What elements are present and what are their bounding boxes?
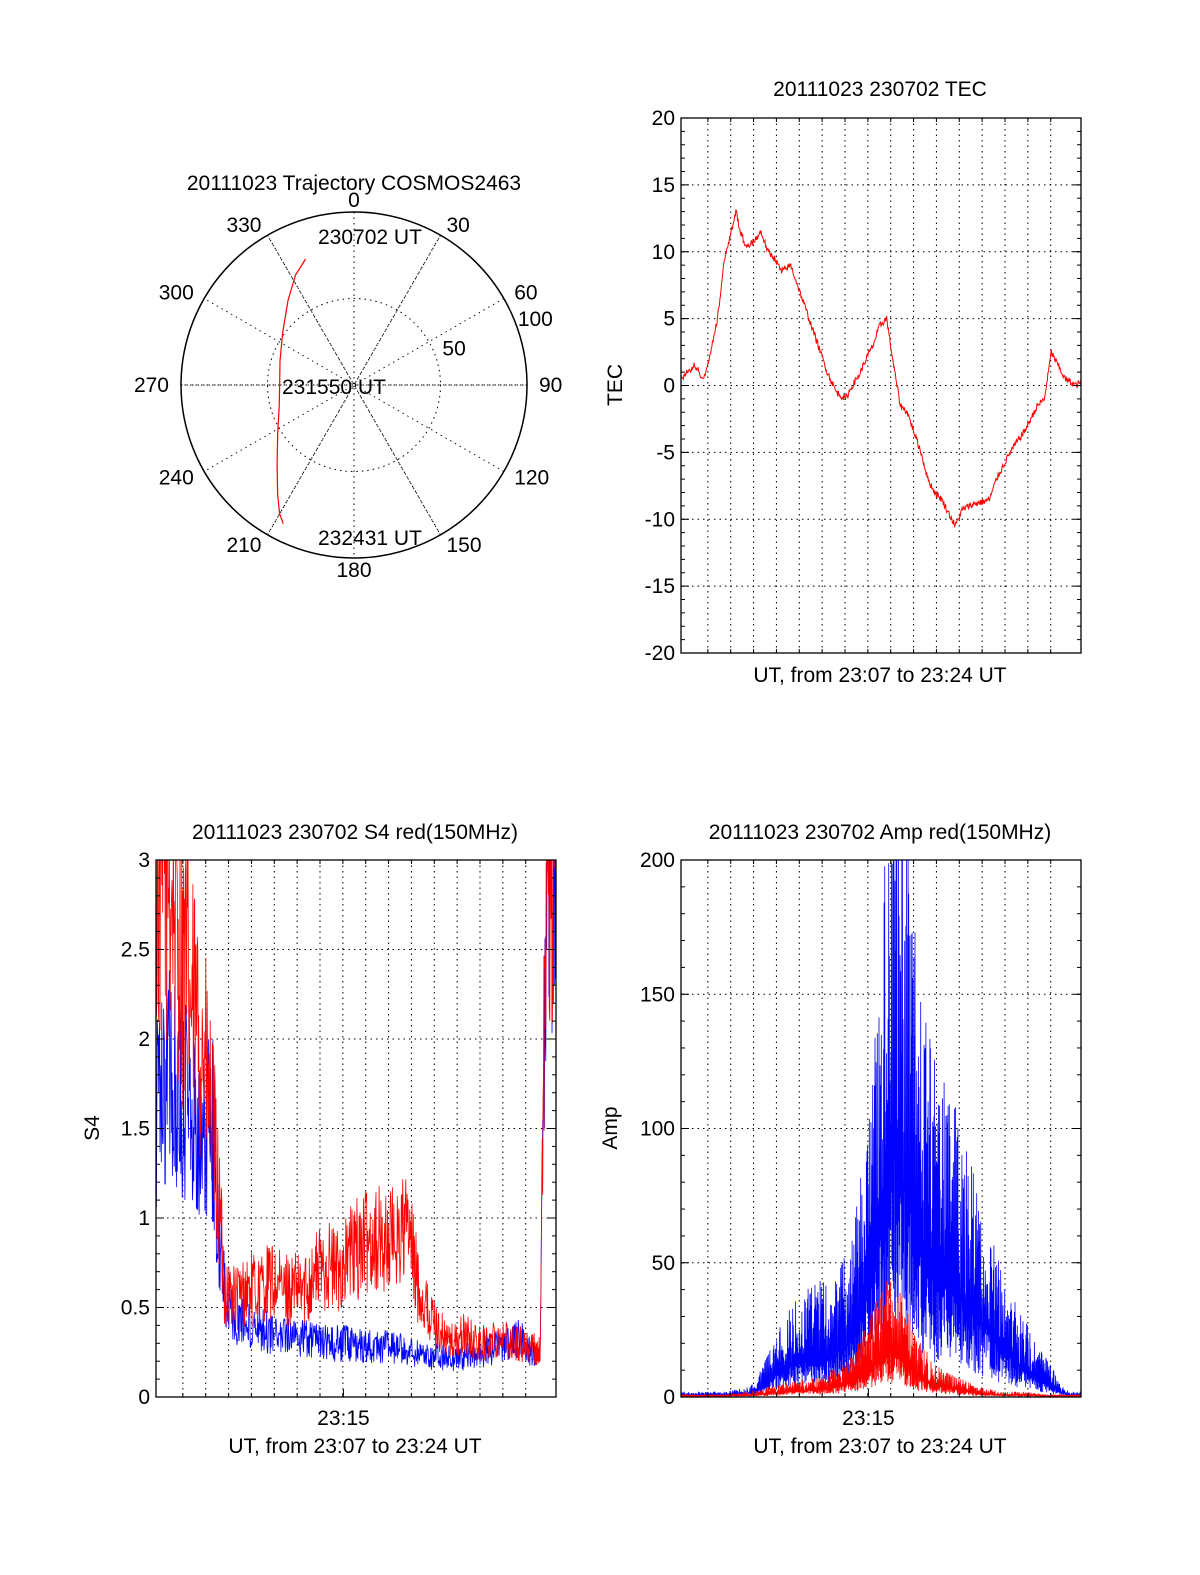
tec-plot: 20111023 230702 TEC UT, from 23:07 to 23… bbox=[604, 78, 1082, 687]
ytick-label: 100 bbox=[640, 1118, 675, 1141]
annotation-end-time: 232431 UT bbox=[318, 527, 422, 550]
tec-body-series bbox=[681, 209, 1081, 529]
ytick-label: 0 bbox=[138, 1386, 150, 1409]
amp-xlabel: UT, from 23:07 to 23:24 UT bbox=[753, 1435, 1006, 1458]
amp-body-yticks: 0 50 100 150 200 23:15 bbox=[640, 849, 1081, 1430]
amp-body-series bbox=[681, 860, 1081, 1397]
amp-body-grid bbox=[681, 860, 1081, 1397]
amp-axes: 0 50 100 150 200 23:15 bbox=[640, 849, 1082, 1430]
ytick-label: 0 bbox=[663, 375, 675, 398]
ytick-label: 3 bbox=[138, 849, 150, 872]
polar-angle-label: 180 bbox=[336, 559, 371, 582]
tec-body-yticks: -20 -15 -10 -5 0 5 10 15 20 bbox=[645, 107, 1081, 665]
polar-trajectory-plot: 20111023 Trajectory COSMOS2463 0 30 60 90 12… bbox=[134, 172, 562, 582]
polar-angle-label: 240 bbox=[159, 467, 194, 490]
ytick-label: 1 bbox=[138, 1207, 150, 1230]
ytick-label: 10 bbox=[652, 241, 675, 264]
polar-angle-label: 0 bbox=[348, 189, 360, 212]
s4-body-yticks: 0 0.5 1 1.5 2 2.5 3 23:15 bbox=[121, 849, 556, 1430]
ytick-label: -20 bbox=[645, 642, 675, 665]
annotation-mid-time: 231550 UT bbox=[282, 376, 386, 399]
polar-trajectory-line bbox=[276, 258, 307, 524]
ytick-label: 1.5 bbox=[121, 1118, 150, 1141]
xtick-label: 23:15 bbox=[317, 1407, 370, 1430]
polar-radius-labels: 50 100 bbox=[442, 308, 552, 361]
s4-xlabel: UT, from 23:07 to 23:24 UT bbox=[228, 1435, 481, 1458]
ytick-label: -10 bbox=[645, 508, 675, 531]
polar-trajectory-series bbox=[276, 258, 307, 524]
ytick-label: 15 bbox=[652, 174, 675, 197]
ytick-label: 0 bbox=[663, 1386, 675, 1409]
ytick-label: -5 bbox=[656, 441, 675, 464]
ytick-label: 150 bbox=[640, 983, 675, 1006]
s4-title: 20111023 230702 S4 red(150MHz) bbox=[192, 821, 518, 844]
polar-angle-label: 30 bbox=[447, 214, 470, 237]
polar-title: 20111023 Trajectory COSMOS2463 bbox=[187, 172, 521, 195]
tec-ylabel: TEC bbox=[604, 364, 627, 406]
ytick-label: 0.5 bbox=[121, 1297, 150, 1320]
polar-angle-label: 300 bbox=[159, 282, 194, 305]
s4-ylabel: S4 bbox=[81, 1115, 104, 1141]
polar-radius-label: 50 bbox=[442, 338, 465, 361]
ytick-label: 2 bbox=[138, 1028, 150, 1051]
ytick-label: -15 bbox=[645, 575, 675, 598]
amp-plot: 20111023 230702 Amp red(150MHz) UT, from… bbox=[599, 821, 1082, 1458]
polar-angle-label: 330 bbox=[226, 214, 261, 237]
polar-angle-label: 270 bbox=[134, 374, 169, 397]
annotation-start-time: 230702 UT bbox=[318, 226, 422, 249]
polar-angle-label: 120 bbox=[514, 467, 549, 490]
series-line-red bbox=[156, 860, 556, 1366]
ytick-label: 50 bbox=[652, 1252, 675, 1275]
ytick-label: 5 bbox=[663, 308, 675, 331]
polar-angle-label: 60 bbox=[514, 282, 537, 305]
s4-body-series bbox=[156, 860, 556, 1372]
tec-body-grid bbox=[681, 118, 1081, 653]
tec-xlabel: UT, from 23:07 to 23:24 UT bbox=[753, 664, 1006, 687]
amp-ylabel: Amp bbox=[599, 1106, 622, 1149]
ytick-label: 20 bbox=[652, 107, 675, 130]
polar-angle-label: 90 bbox=[539, 374, 562, 397]
polar-angle-label: 210 bbox=[226, 534, 261, 557]
polar-angle-label: 150 bbox=[447, 534, 482, 557]
tec-title: 20111023 230702 TEC bbox=[773, 78, 987, 101]
polar-radius-label: 100 bbox=[518, 308, 553, 331]
s4-plot: 20111023 230702 S4 red(150MHz) UT, from … bbox=[81, 821, 557, 1458]
ytick-label: 2.5 bbox=[121, 939, 150, 962]
tec-axes: -20 -15 -10 -5 0 5 10 15 20 bbox=[645, 107, 1082, 665]
s4-axes: 0 0.5 1 1.5 2 2.5 3 23:15 bbox=[121, 849, 557, 1430]
ytick-label: 200 bbox=[640, 849, 675, 872]
polar-grid bbox=[180, 211, 528, 559]
series-line-red bbox=[681, 1281, 1081, 1397]
xtick-label: 23:15 bbox=[842, 1407, 895, 1430]
s4-body-grid bbox=[156, 860, 556, 1397]
series-line-red bbox=[681, 209, 1081, 529]
polar-angle-labels: 0 30 60 90 120 150 180 210 240 270 300 330 bbox=[134, 189, 562, 582]
amp-title: 20111023 230702 Amp red(150MHz) bbox=[709, 821, 1051, 844]
